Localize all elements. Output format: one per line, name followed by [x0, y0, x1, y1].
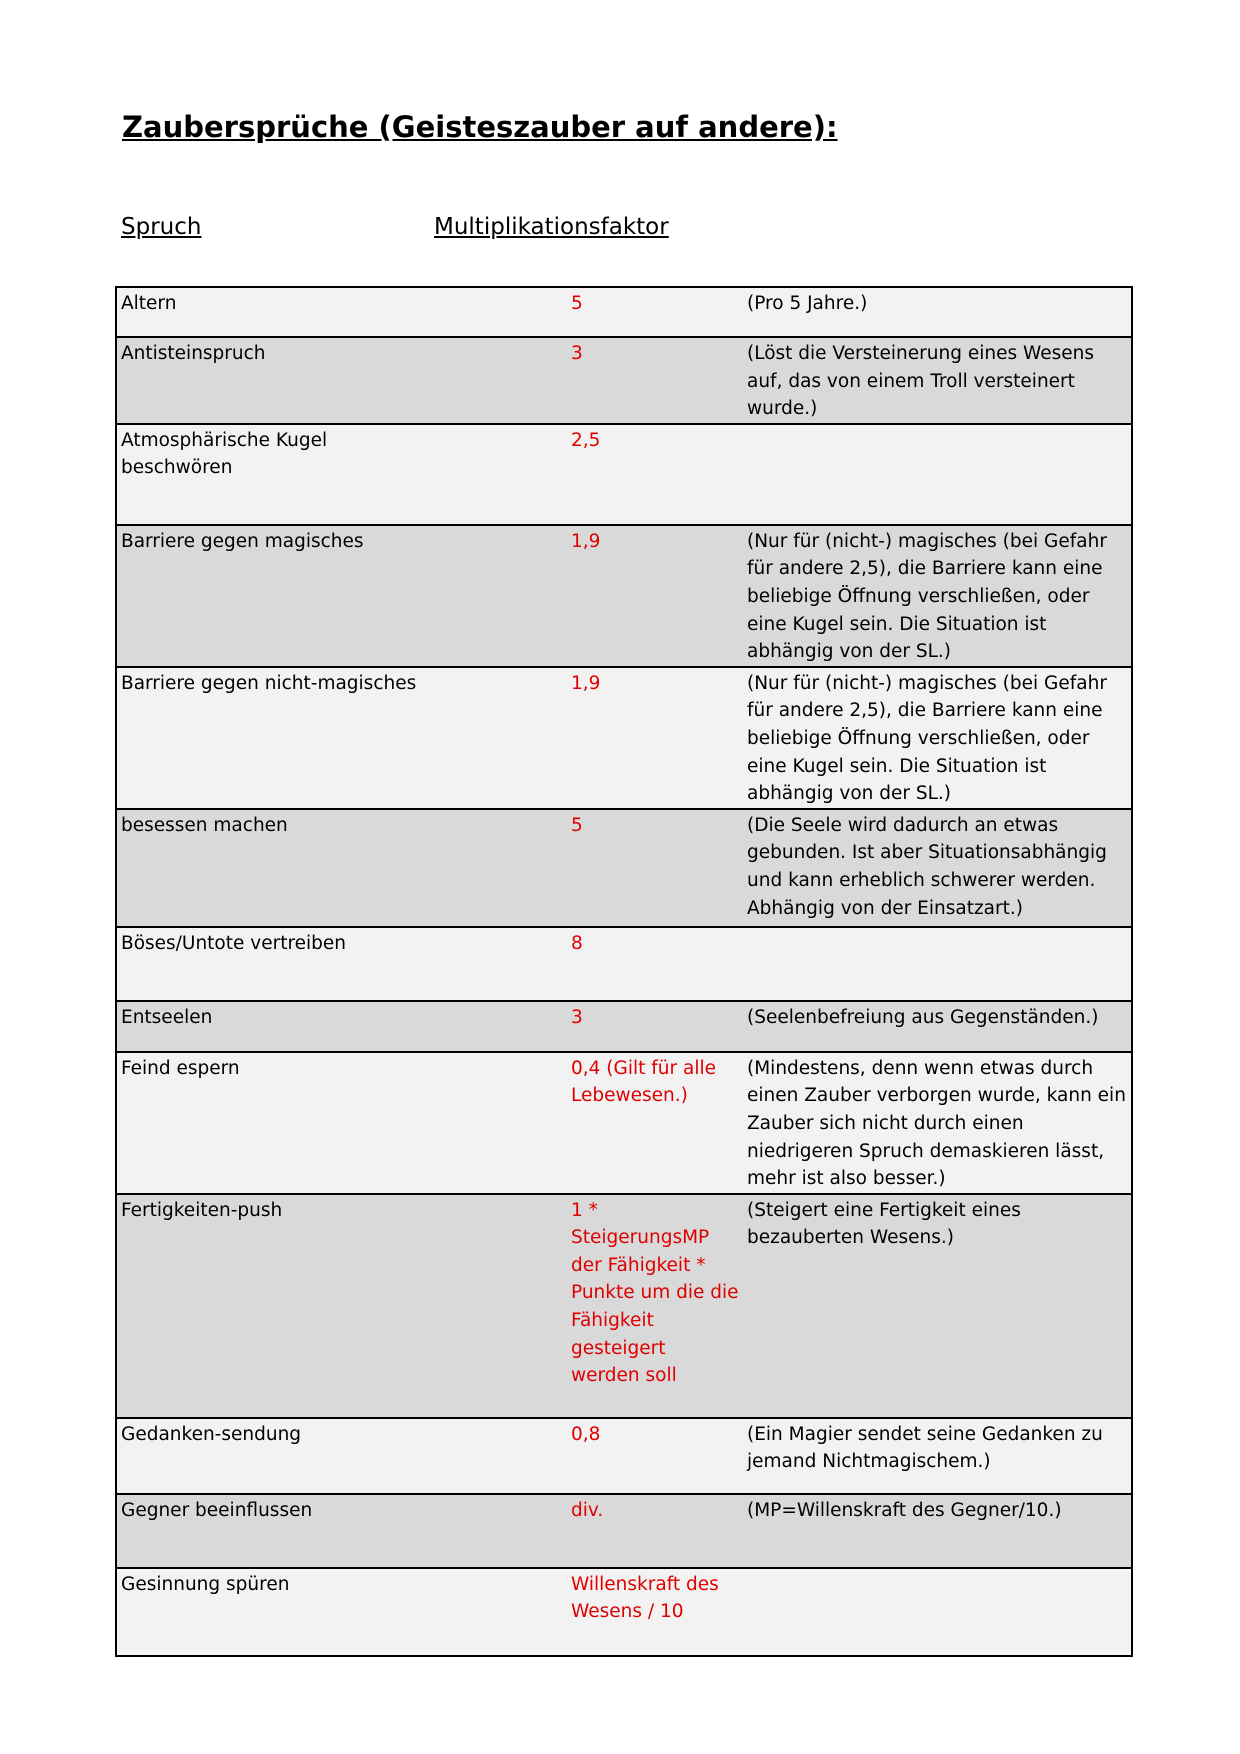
spell-note: (Löst die Versteinerung eines Wesens auf…	[747, 343, 1094, 420]
spell-note: (Steigert eine Fertigkeit eines bezauber…	[747, 1199, 1021, 1249]
table-row: Gegner beeinflussen div. (MP=Willenskraft …	[116, 1493, 1132, 1568]
spell-name: Barriere gegen nicht-magisches	[121, 672, 417, 694]
spell-factor: 5	[571, 293, 583, 314]
spell-note	[743, 927, 1132, 1001]
table-row: besessen machen 5 (Die Seele wird dadurch …	[116, 808, 1132, 927]
table-row: Gedanken-sendung 0,8 (Ein Magier sendet se…	[116, 1417, 1132, 1494]
spell-table: Altern 5 (Pro 5 Jahre.) Antisteinspruch 3 (Lö…	[115, 286, 1133, 1657]
spell-name: Altern	[121, 293, 177, 314]
spell-name: Antisteinspruch	[121, 343, 266, 364]
table-row: Böses/Untote vertreiben 8	[116, 926, 1132, 1001]
spell-factor: Willenskraft des Wesens / 10	[571, 1573, 719, 1623]
spell-name: Gedanken-sendung	[121, 1423, 302, 1445]
spell-name: Gegner beeinflussen	[121, 1499, 313, 1521]
spell-factor: 5	[571, 814, 583, 836]
spell-name: Atmosphärische Kugel beschwören	[121, 429, 328, 479]
table-row: Feind espern 0,4 (Gilt für alle Lebewesen…	[116, 1051, 1132, 1194]
table-row: Gesinnung spüren Willenskraft des Wesens …	[116, 1567, 1132, 1656]
spell-name: Fertigkeiten-push	[121, 1199, 283, 1221]
spell-factor: 3	[571, 343, 583, 364]
spell-factor: 1,9	[571, 672, 601, 694]
spell-factor: 3	[571, 1006, 583, 1028]
spell-note: (Die Seele wird dadurch an etwas gebunde…	[747, 814, 1107, 919]
spell-factor: 1 * SteigerungsMP der Fähigkeit * Punkte…	[571, 1199, 739, 1387]
spell-note: (Mindestens, denn wenn etwas durch einen…	[747, 1057, 1126, 1190]
spell-factor: 1,9	[571, 530, 601, 552]
table-row: Atmosphärische Kugel beschwören 2,5	[116, 423, 1132, 525]
table-row: Altern 5 (Pro 5 Jahre.)	[116, 287, 1132, 337]
page-title: Zaubersprüche (Geisteszauber auf andere)…	[122, 110, 838, 144]
table-row: Entseelen 3 (Seelenbefreiung aus Gegenstän…	[116, 1000, 1132, 1052]
spell-factor: 0,8	[571, 1423, 601, 1445]
spell-name: Barriere gegen magisches	[121, 530, 364, 552]
spell-name: Entseelen	[121, 1006, 213, 1028]
spell-name: Feind espern	[121, 1057, 240, 1079]
spell-factor: 2,5	[571, 429, 601, 451]
spell-name: besessen machen	[121, 814, 288, 836]
table-row: Fertigkeiten-push 1 * SteigerungsMP der F…	[116, 1193, 1132, 1418]
table-row: Barriere gegen nicht-magisches 1,9 (Nur fü…	[116, 666, 1132, 809]
column-header-faktor: Multiplikationsfaktor	[434, 214, 669, 240]
column-header-spruch: Spruch	[121, 214, 202, 240]
spell-name: Böses/Untote vertreiben	[121, 932, 347, 954]
spell-note: (Pro 5 Jahre.)	[747, 293, 868, 314]
spell-note	[743, 424, 1132, 525]
spell-name: Gesinnung spüren	[121, 1573, 290, 1595]
spell-note: (MP=Willenskraft des Gegner/10.)	[747, 1499, 1062, 1521]
spell-note: (Seelenbefreiung aus Gegenständen.)	[747, 1006, 1099, 1028]
spell-note: (Ein Magier sendet seine Gedanken zu jem…	[747, 1423, 1103, 1473]
spell-note	[743, 1568, 1132, 1656]
spell-factor: 0,4 (Gilt für alle Lebewesen.)	[571, 1057, 716, 1107]
spell-note: (Nur für (nicht-) magisches (bei Gefahr …	[747, 530, 1107, 663]
table-row: Antisteinspruch 3 (Löst die Versteinerung …	[116, 337, 1132, 424]
spell-factor: div.	[571, 1499, 604, 1521]
spell-factor: 8	[571, 932, 583, 954]
spell-note: (Nur für (nicht-) magisches (bei Gefahr …	[747, 672, 1107, 805]
table-row: Barriere gegen magisches 1,9 (Nur für (nic…	[116, 524, 1132, 667]
